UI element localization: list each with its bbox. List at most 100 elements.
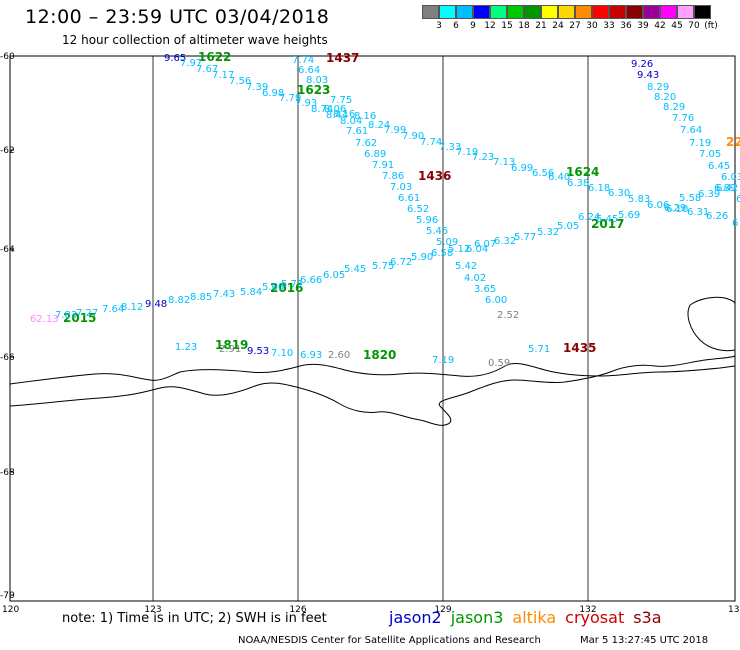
wave-height-value: 6.89: [364, 149, 386, 160]
wave-height-value: 7.39: [246, 82, 268, 93]
wave-height-value: 8.16: [333, 109, 355, 120]
track-time-label: 1820: [363, 348, 396, 362]
wave-height-value: 7.91: [372, 160, 394, 171]
wave-height-value: 6.64: [298, 65, 320, 76]
coastline-east: [689, 296, 736, 306]
wave-height-value: 6.58: [431, 248, 453, 259]
wave-height-value: 5.75: [372, 261, 394, 272]
lon-tick-label: 120: [2, 605, 19, 615]
wave-height-value: 2.60: [328, 350, 350, 361]
wave-height-value: 6.10: [666, 204, 688, 215]
wave-height-value: 7.75: [330, 95, 352, 106]
wave-height-value: 7.19: [456, 147, 478, 158]
lat-tick-label: -62: [0, 146, 15, 156]
credit-text: NOAA/NESDIS Center for Satellite Applica…: [238, 635, 541, 646]
wave-height-value: 7.90: [402, 131, 424, 142]
wave-height-value: 8.03: [306, 75, 328, 86]
colorbar-label: 30: [586, 21, 598, 31]
wave-height-value: 5.42: [455, 261, 477, 272]
colorbar-swatch: [422, 5, 439, 19]
track-time-label: 1819: [215, 338, 248, 352]
wave-height-value: 8.82: [168, 295, 190, 306]
colorbar-swatch: [677, 5, 694, 19]
track-time-label: 1436: [418, 169, 451, 183]
colorbar: [422, 5, 711, 19]
wave-height-value: 62.13: [30, 314, 59, 325]
satellite-legend-item: s3a: [633, 608, 662, 627]
wave-height-value: 8.12: [121, 302, 143, 313]
wave-height-value: 7.13: [493, 157, 515, 168]
colorbar-label: 27: [569, 21, 581, 31]
wave-height-value: 8.06: [324, 104, 346, 115]
coastline-east-lower: [687, 304, 736, 352]
wave-height-value: 2.91: [219, 344, 241, 355]
credit-timestamp: Mar 5 13:27:45 UTC 2018: [580, 635, 709, 646]
colorbar-swatch: [524, 5, 541, 19]
wave-height-value: 8.44: [326, 110, 348, 121]
wave-height-value: 7.76: [672, 113, 694, 124]
wave-height-value: 9.43: [637, 70, 659, 81]
wave-height-value: 8.16: [354, 111, 376, 122]
graticule: 120 123 126 129 132 135 -60 -62 -64 -66 -68 -70: [0, 52, 740, 615]
wave-height-value: 6.32: [494, 236, 516, 247]
wave-height-value: 7.64: [102, 304, 124, 315]
colorbar-swatch: [541, 5, 558, 19]
wave-height-value: 6.30: [608, 188, 630, 199]
track-time-label: 1623: [297, 83, 330, 97]
colorbar-swatch: [507, 5, 524, 19]
wave-height-value: 6.00: [485, 295, 507, 306]
colorbar-swatch: [592, 5, 609, 19]
track-time-label: 22: [726, 135, 740, 149]
wave-height-value: 7.99: [384, 125, 406, 136]
colorbar-label: (ft): [704, 21, 718, 31]
wave-height-value: 6.61: [398, 193, 420, 204]
colorbar-label: 45: [671, 21, 683, 31]
wave-height-value: 6.05: [323, 270, 345, 281]
colorbar-swatch: [660, 5, 677, 19]
wave-height-value: 6: [732, 218, 738, 229]
wave-height-value: 2.52: [497, 310, 519, 321]
wave-height-value: 6.31: [687, 207, 709, 218]
wave-height-value: 6.89: [714, 183, 736, 194]
wave-height-value: 7.10: [271, 348, 293, 359]
colorbar-label: 33: [603, 21, 615, 31]
wave-height-value: 7.86: [382, 171, 404, 182]
colorbar-label: 12: [484, 21, 496, 31]
wave-height-value: 8.24: [368, 120, 390, 131]
wave-height-value: 7.27: [76, 308, 98, 319]
wave-height-value: 5.71: [281, 279, 303, 290]
wave-height-value: 7.61: [346, 126, 368, 137]
wave-height-value: 6.24: [578, 212, 600, 223]
wave-height-value: 7.03: [390, 182, 412, 193]
wave-height-value: 6.03: [721, 172, 740, 183]
map-frame: [9, 55, 736, 602]
wave-height-value: 6: [736, 194, 740, 205]
wave-height-value: 5.71: [528, 344, 550, 355]
colorbar-label: 18: [518, 21, 530, 31]
wave-height-value: 7.64: [680, 125, 702, 136]
wave-height-value: 5.77: [514, 232, 536, 243]
wave-height-value: 4.02: [464, 273, 486, 284]
wave-height-value: 8.29: [647, 82, 669, 93]
wave-height-value: 5.60: [262, 282, 284, 293]
colorbar-label: 70: [688, 21, 700, 31]
colorbar-swatch: [643, 5, 660, 19]
wave-height-value: 7.43: [213, 289, 235, 300]
coastline-main: [9, 363, 736, 385]
wave-height-value: 6.39: [698, 189, 720, 200]
wave-height-value: 3.65: [474, 284, 496, 295]
map-title: 12:00 – 23:59 UTC 03/04/2018: [25, 6, 330, 28]
lat-tick-label: -66: [0, 353, 15, 363]
lat-tick-label: -70: [0, 591, 15, 601]
wave-height-value: 7.62: [355, 138, 377, 149]
wave-height-value: 5.69: [618, 210, 640, 221]
map-subtitle: 12 hour collection of altimeter wave hei…: [62, 33, 328, 47]
track-time-label: 2017: [591, 217, 624, 231]
track-time-label: 2016: [270, 281, 303, 295]
wave-height-value: 5.84: [240, 287, 262, 298]
satellite-legend-item: jason3: [450, 608, 504, 627]
wave-height-value: 9.65: [164, 53, 186, 64]
wave-height-value: 5.45: [344, 264, 366, 275]
wave-height-value: 6.40: [548, 172, 570, 183]
